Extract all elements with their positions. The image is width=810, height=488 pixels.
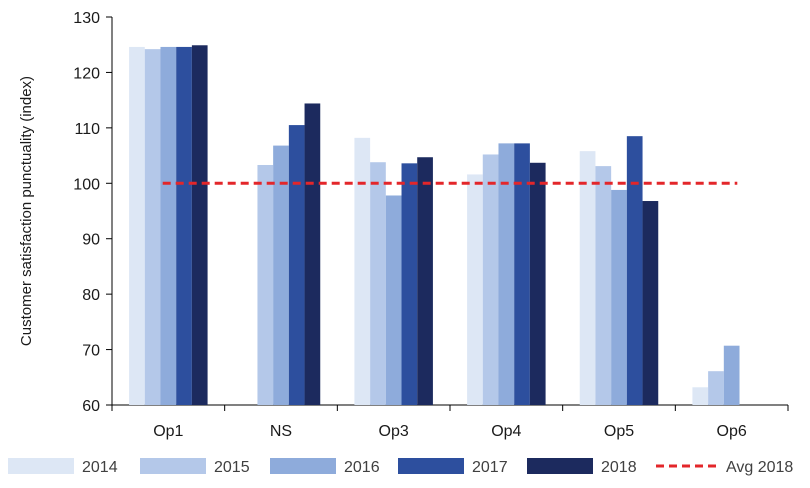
y-tick-label: 120: [73, 65, 100, 82]
x-tick-label: Op3: [379, 423, 409, 440]
legend-label-2016: 2016: [344, 459, 380, 476]
x-tick-label: Op1: [153, 423, 183, 440]
bar-2015-NS: [257, 164, 274, 405]
y-axis: 60 70 80 90 100 110 120 130: [73, 10, 113, 415]
bar-2017-NS: [288, 125, 305, 405]
legend-swatch-2018: [527, 458, 593, 474]
legend-label-avg: Avg 2018: [726, 459, 793, 476]
bar-2014-Op5: [579, 151, 596, 405]
legend: 2014 2015 2016 2017 2018 Avg 2018: [8, 458, 793, 476]
bar-2016-Op1: [160, 46, 177, 405]
x-tick-label: Op5: [604, 423, 634, 440]
bar-2016-Op5: [611, 189, 627, 405]
y-tick-label: 60: [82, 398, 100, 415]
bar-2014-Op6: [692, 387, 709, 405]
y-tick-label: 70: [82, 343, 100, 360]
x-tick-label: Op4: [491, 423, 521, 440]
bar-2016-Op4: [498, 143, 515, 405]
y-axis-title: Customer satisfaction punctuality (index…: [18, 76, 35, 346]
bar-2018-Op4: [529, 162, 546, 405]
bar-2015-Op1: [144, 49, 161, 406]
legend-label-2018: 2018: [601, 459, 637, 476]
bar-2017-Op3: [401, 163, 418, 405]
legend-label-2017: 2017: [472, 459, 508, 476]
bar-2016-NS: [273, 145, 289, 405]
legend-swatch-2014: [8, 458, 74, 474]
bar-2015-Op3: [370, 162, 386, 405]
bar-2017-Op4: [514, 143, 530, 405]
bar-2018-NS: [304, 103, 321, 406]
y-tick-label: 100: [73, 176, 100, 193]
bar-2016-Op3: [385, 195, 402, 405]
y-tick-label: 90: [82, 232, 100, 249]
bar-2017-Op5: [626, 136, 643, 405]
bar-2018-Op5: [642, 201, 659, 405]
bar-2017-Op1: [176, 46, 192, 405]
y-tick-label: 130: [73, 10, 100, 27]
x-axis: Op1 NS Op3 Op4 Op5 Op6: [111, 404, 789, 440]
legend-label-2014: 2014: [82, 459, 118, 476]
bar-2015-Op6: [708, 371, 724, 405]
y-tick-label: 80: [82, 287, 100, 304]
bar-2015-Op4: [482, 154, 499, 405]
bar-2016-Op6: [723, 345, 740, 405]
legend-swatch-2015: [140, 458, 206, 474]
legend-swatch-2017: [398, 458, 464, 474]
bar-2014-Op3: [354, 137, 371, 405]
x-tick-label: NS: [270, 423, 292, 440]
legend-label-2015: 2015: [214, 459, 250, 476]
x-tick-label: Op6: [717, 423, 747, 440]
y-tick-label: 110: [74, 121, 100, 138]
bar-2014-Op1: [129, 46, 145, 405]
bar-2018-Op1: [191, 45, 208, 406]
legend-swatch-2016: [270, 458, 336, 474]
bar-2015-Op5: [595, 166, 612, 405]
bar-2014-Op4: [467, 174, 483, 405]
bar-2018-Op3: [417, 157, 433, 405]
bars: [129, 45, 740, 406]
